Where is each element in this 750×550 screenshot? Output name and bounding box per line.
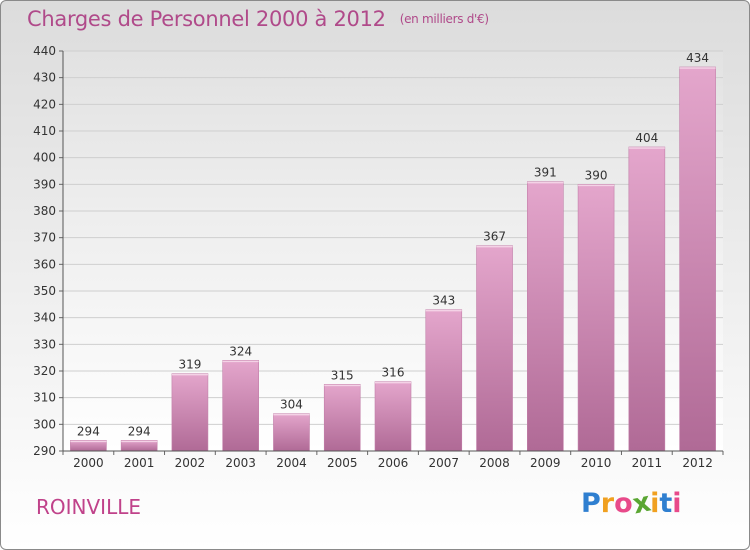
value-label-2008: 367 (483, 230, 506, 244)
bar-2005 (323, 384, 361, 452)
bar-2011 (628, 146, 666, 452)
x-tick-label: 2001 (124, 456, 155, 470)
bar-2002 (171, 373, 209, 452)
x-tick-label: 2008 (479, 456, 510, 470)
logo-letter: i (672, 488, 682, 519)
logo-letter: r (600, 488, 615, 519)
x-tick-label: 2012 (682, 456, 713, 470)
y-tick-label: 310 (33, 391, 56, 405)
bar-2003 (222, 360, 259, 452)
y-tick-label: 320 (33, 364, 56, 378)
bar-2008 (476, 245, 513, 452)
value-label-2005: 315 (331, 368, 354, 382)
y-tick-label: 380 (33, 204, 56, 218)
y-tick-label: 330 (33, 337, 56, 351)
value-label-2002: 319 (178, 358, 201, 372)
x-tick-label: 2003 (225, 456, 256, 470)
value-label-2001: 294 (128, 424, 151, 438)
y-tick-label: 390 (33, 177, 56, 191)
y-tick-label: 430 (33, 71, 56, 85)
y-tick-label: 290 (33, 444, 56, 458)
logo-letter: t (659, 488, 673, 519)
y-tick-label: 360 (33, 257, 56, 271)
value-label-2012: 434 (686, 51, 709, 65)
y-tick-label: 400 (33, 151, 56, 165)
y-tick-label: 440 (33, 44, 56, 58)
value-label-2010: 390 (585, 168, 608, 182)
x-tick-label: 2005 (327, 456, 358, 470)
bar-2012 (679, 66, 716, 452)
x-tick-label: 2000 (73, 456, 104, 470)
bar-2009 (527, 181, 564, 452)
logo-letter: P (581, 488, 601, 519)
bar-2004 (273, 413, 310, 452)
y-tick-label: 370 (33, 231, 56, 245)
bar-2010 (577, 184, 615, 452)
x-tick-label: 2011 (632, 456, 663, 470)
logo-letter: o (614, 488, 633, 519)
chart-title-text: Charges de Personnel 2000 à 2012 (27, 7, 386, 31)
value-label-2000: 294 (77, 424, 100, 438)
logo-letter: i (650, 488, 660, 519)
value-label-2006: 316 (382, 366, 405, 380)
x-tick-label: 2007 (428, 456, 459, 470)
bar-2006 (374, 381, 412, 452)
x-tick-label: 2009 (530, 456, 561, 470)
x-tick-label: 2010 (581, 456, 612, 470)
y-tick-label: 340 (33, 311, 56, 325)
x-tick-label: 2004 (276, 456, 307, 470)
value-label-2004: 304 (280, 398, 303, 412)
value-label-2009: 391 (534, 166, 557, 180)
x-tick-label: 2006 (378, 456, 409, 470)
chart-subtitle: (en milliers d'€) (399, 12, 489, 26)
location-label: ROINVILLE (36, 495, 141, 519)
value-label-2007: 343 (432, 294, 455, 308)
y-tick-label: 350 (33, 284, 56, 298)
y-tick-label: 300 (33, 417, 56, 431)
value-label-2003: 324 (229, 344, 252, 358)
x-tick-label: 2002 (175, 456, 206, 470)
value-label-2011: 404 (635, 131, 658, 145)
proxiti-logo: Proxiti (581, 487, 682, 521)
y-tick-label: 420 (33, 97, 56, 111)
bar-2007 (425, 309, 463, 452)
chart-title: Charges de Personnel 2000 à 2012 (en mill… (27, 7, 489, 31)
y-tick-label: 410 (33, 124, 56, 138)
